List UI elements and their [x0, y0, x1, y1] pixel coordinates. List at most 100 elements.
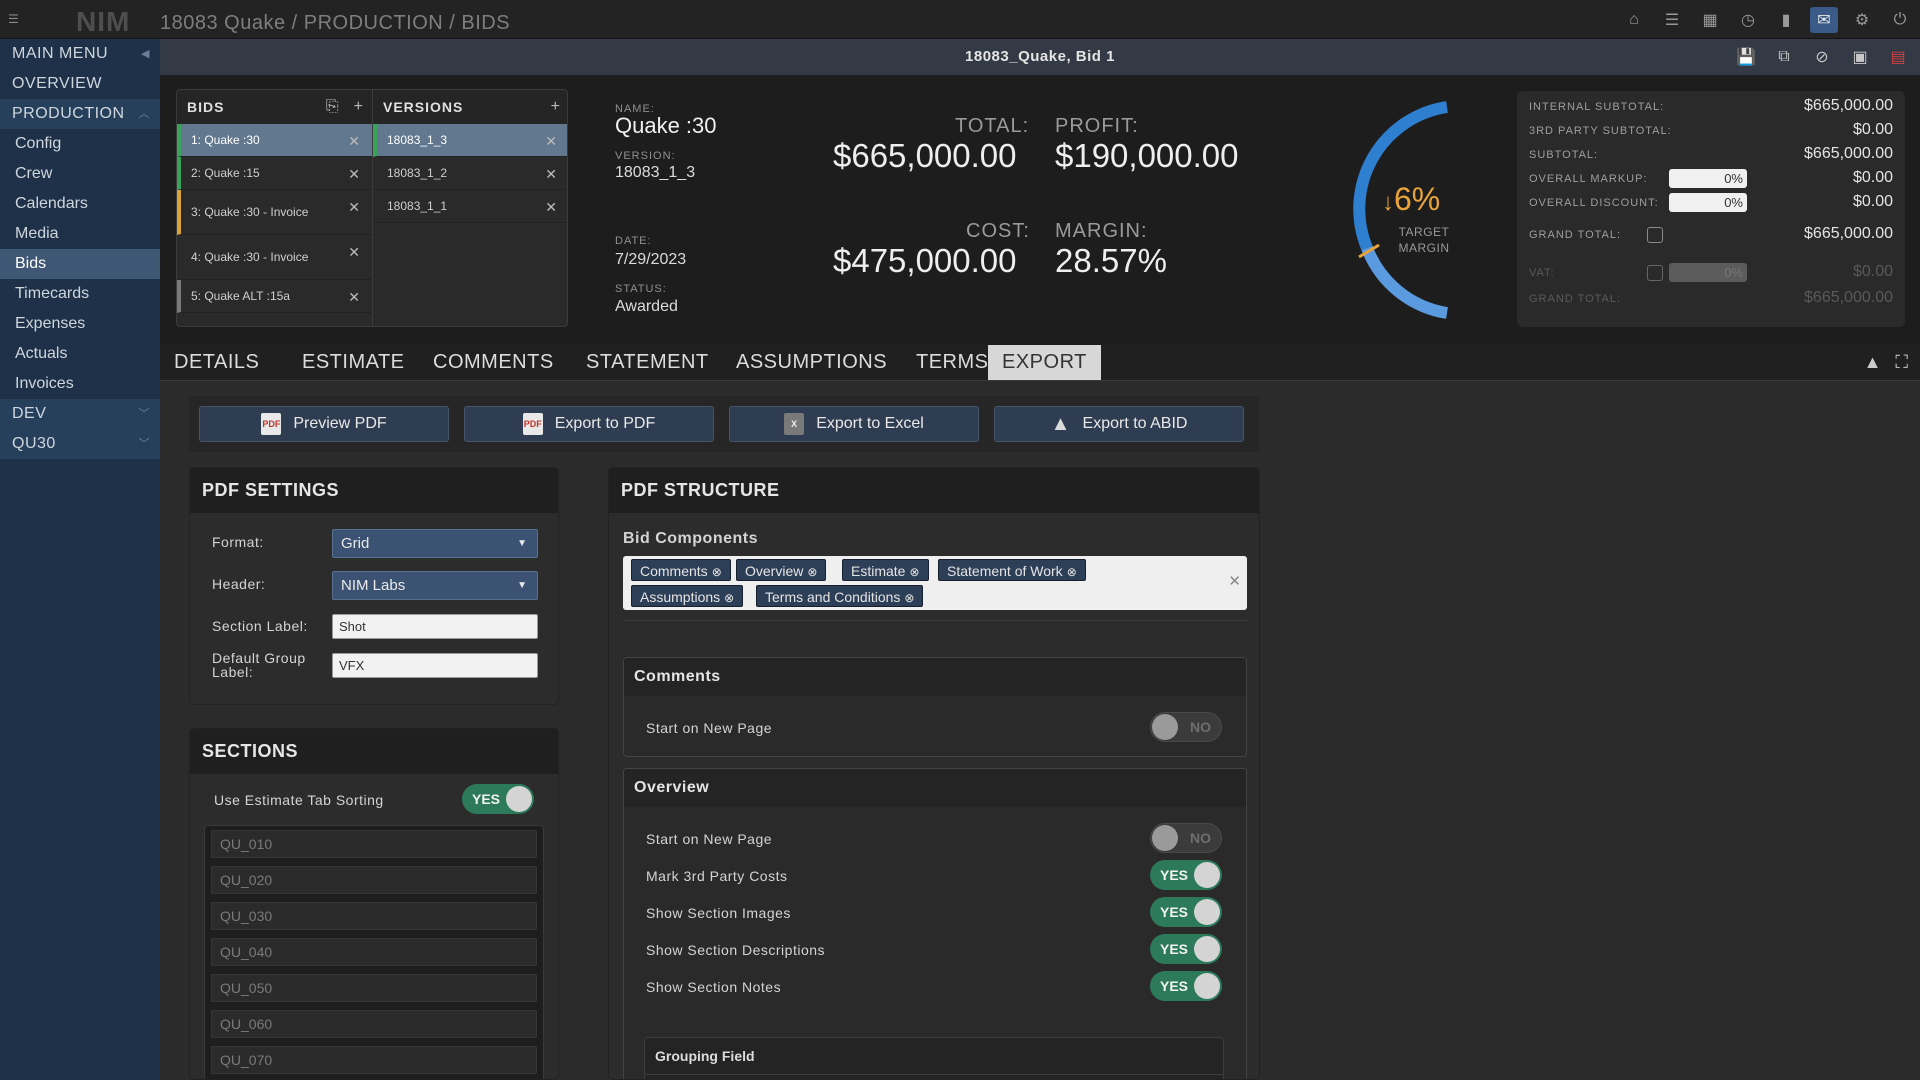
menu-toggle-icon[interactable]: ☰	[8, 12, 19, 26]
default-group-input[interactable]: VFX	[332, 653, 538, 678]
tab-assumptions[interactable]: ASSUMPTIONS	[736, 351, 888, 373]
close-icon[interactable]: ✕	[348, 199, 360, 215]
excel-icon[interactable]: ▣	[1852, 49, 1868, 66]
version-row[interactable]: 18083_1_2 ✕	[373, 157, 567, 190]
mark-3rd-party-toggle[interactable]: YES	[1150, 860, 1222, 890]
show-section-descriptions-toggle[interactable]: YES	[1150, 934, 1222, 964]
list-icon[interactable]: ☰	[1664, 12, 1680, 29]
bid-row[interactable]: 2: Quake :15 ✕	[177, 157, 372, 190]
duplicate-icon[interactable]: ⧉	[1778, 48, 1790, 65]
tag-comments[interactable]: Comments ⊗	[631, 559, 731, 581]
remove-tag-icon[interactable]: ⊗	[724, 591, 735, 605]
sidebar-item-config[interactable]: Config	[15, 135, 62, 152]
remove-tag-icon[interactable]: ⊗	[711, 565, 722, 579]
save-icon[interactable]: 💾	[1736, 49, 1756, 66]
sidebar-qu30[interactable]: QU30 ﹀	[0, 429, 160, 459]
bid-row[interactable]: 4: Quake :30 - Invoice ✕	[177, 235, 372, 280]
sidebar-item-calendars[interactable]: Calendars	[15, 195, 88, 212]
list-item[interactable]: QU_050	[211, 974, 537, 1002]
chevron-down-icon[interactable]: ﹀	[138, 408, 150, 420]
clear-all-icon[interactable]: ✕	[1228, 573, 1241, 590]
markup-input[interactable]: 0%	[1669, 169, 1747, 188]
add-bid-icon[interactable]: +	[353, 98, 364, 115]
list-item[interactable]: QU_040	[211, 938, 537, 966]
pdf-icon[interactable]: ▤	[1890, 49, 1906, 66]
clock-icon[interactable]: ◷	[1741, 12, 1755, 29]
sidebar-overview[interactable]: OVERVIEW	[12, 75, 102, 92]
bid-row[interactable]: 5: Quake ALT :15a ✕	[177, 280, 372, 313]
chevron-left-icon[interactable]: ◀	[141, 48, 150, 60]
chevron-up-icon[interactable]: ︿	[138, 108, 150, 120]
home-icon[interactable]: ⌂	[1629, 11, 1639, 28]
remove-tag-icon[interactable]: ⊗	[807, 565, 818, 579]
tab-estimate[interactable]: ESTIMATE	[302, 351, 405, 373]
tab-details[interactable]: DETAILS	[174, 351, 260, 373]
power-icon[interactable]: ⏻	[1893, 11, 1907, 28]
nim-logo[interactable]: NIM	[76, 6, 131, 37]
comments-start-new-page-toggle[interactable]: NO	[1150, 712, 1222, 742]
tab-statement[interactable]: STATEMENT	[586, 351, 709, 373]
section-label-input[interactable]: Shot	[332, 614, 538, 639]
remove-tag-icon[interactable]: ⊗	[909, 565, 920, 579]
list-item[interactable]: QU_010	[211, 830, 537, 858]
version-row[interactable]: 18083_1_3 ✕	[373, 124, 567, 157]
vat-checkbox[interactable]	[1647, 265, 1663, 281]
show-section-images-toggle[interactable]: YES	[1150, 897, 1222, 927]
sidebar-main-menu[interactable]: MAIN MENU ◀	[0, 39, 160, 69]
sidebar-item-bids[interactable]: Bids	[0, 249, 160, 279]
remove-tag-icon[interactable]: ⊗	[1066, 565, 1077, 579]
preview-pdf-button[interactable]: PDF Preview PDF	[199, 406, 449, 442]
calendar-icon[interactable]: ▦	[1702, 12, 1718, 29]
overview-start-new-page-toggle[interactable]: NO	[1150, 823, 1222, 853]
sidebar-item-crew[interactable]: Crew	[15, 165, 53, 182]
tag-overview[interactable]: Overview ⊗	[736, 559, 827, 581]
export-abid-button[interactable]: ▲ Export to ABID	[994, 406, 1244, 442]
chevron-down-icon[interactable]: ﹀	[138, 438, 150, 450]
close-icon[interactable]: ✕	[545, 133, 557, 149]
inbox-icon[interactable]: ✉	[1810, 7, 1838, 33]
copy-bid-icon[interactable]: ⎘	[325, 98, 340, 115]
sidebar-item-invoices[interactable]: Invoices	[15, 375, 74, 392]
export-pdf-button[interactable]: PDF Export to PDF	[464, 406, 714, 442]
close-icon[interactable]: ✕	[348, 166, 360, 182]
sidebar-item-media[interactable]: Media	[15, 225, 59, 242]
tab-comments[interactable]: COMMENTS	[433, 351, 554, 373]
fullscreen-icon[interactable]: ⛶	[1895, 352, 1908, 372]
tag-terms-and-conditions[interactable]: Terms and Conditions ⊗	[756, 585, 924, 607]
remove-tag-icon[interactable]: ⊗	[904, 591, 915, 605]
tab-export[interactable]: EXPORT	[988, 345, 1101, 380]
close-icon[interactable]: ✕	[348, 133, 360, 149]
close-icon[interactable]: ✕	[545, 199, 557, 215]
tab-terms[interactable]: TERMS	[916, 351, 989, 373]
sidebar-item-expenses[interactable]: Expenses	[15, 315, 86, 332]
format-select[interactable]: Grid ▼	[332, 529, 538, 558]
list-item[interactable]: QU_060	[211, 1010, 537, 1038]
add-version-icon[interactable]: +	[550, 98, 561, 115]
bid-row[interactable]: 3: Quake :30 - Invoice ✕	[177, 190, 372, 235]
list-item[interactable]: QU_030	[211, 902, 537, 930]
sidebar-dev[interactable]: DEV ﹀	[0, 399, 160, 429]
bookmark-icon[interactable]: ▮	[1781, 12, 1791, 29]
list-item[interactable]: QU_020	[211, 866, 537, 894]
tag-estimate[interactable]: Estimate ⊗	[842, 559, 929, 581]
close-icon[interactable]: ✕	[545, 166, 557, 182]
bid-row[interactable]: 1: Quake :30 ✕	[177, 124, 372, 157]
version-row[interactable]: 18083_1_1 ✕	[373, 190, 567, 223]
grand-total-checkbox[interactable]	[1647, 227, 1663, 243]
export-excel-button[interactable]: X Export to Excel	[729, 406, 979, 442]
close-icon[interactable]: ✕	[348, 244, 360, 260]
cancel-icon[interactable]: ⊘	[1815, 49, 1829, 66]
discount-input[interactable]: 0%	[1669, 193, 1747, 212]
estimate-sorting-toggle[interactable]: YES	[462, 784, 534, 814]
tag-assumptions[interactable]: Assumptions ⊗	[631, 585, 744, 607]
list-item[interactable]: QU_070	[211, 1046, 537, 1074]
collapse-up-icon[interactable]: ▲	[1863, 352, 1882, 372]
header-select[interactable]: NIM Labs ▼	[332, 571, 538, 600]
gear-icon[interactable]: ⚙	[1854, 12, 1870, 29]
show-section-notes-toggle[interactable]: YES	[1150, 971, 1222, 1001]
sidebar-item-actuals[interactable]: Actuals	[15, 345, 68, 362]
vat-input[interactable]: 0%	[1669, 263, 1747, 282]
sidebar-item-timecards[interactable]: Timecards	[15, 285, 90, 302]
tag-statement-of-work[interactable]: Statement of Work ⊗	[938, 559, 1086, 581]
sidebar-production[interactable]: PRODUCTION ︿	[0, 99, 160, 129]
